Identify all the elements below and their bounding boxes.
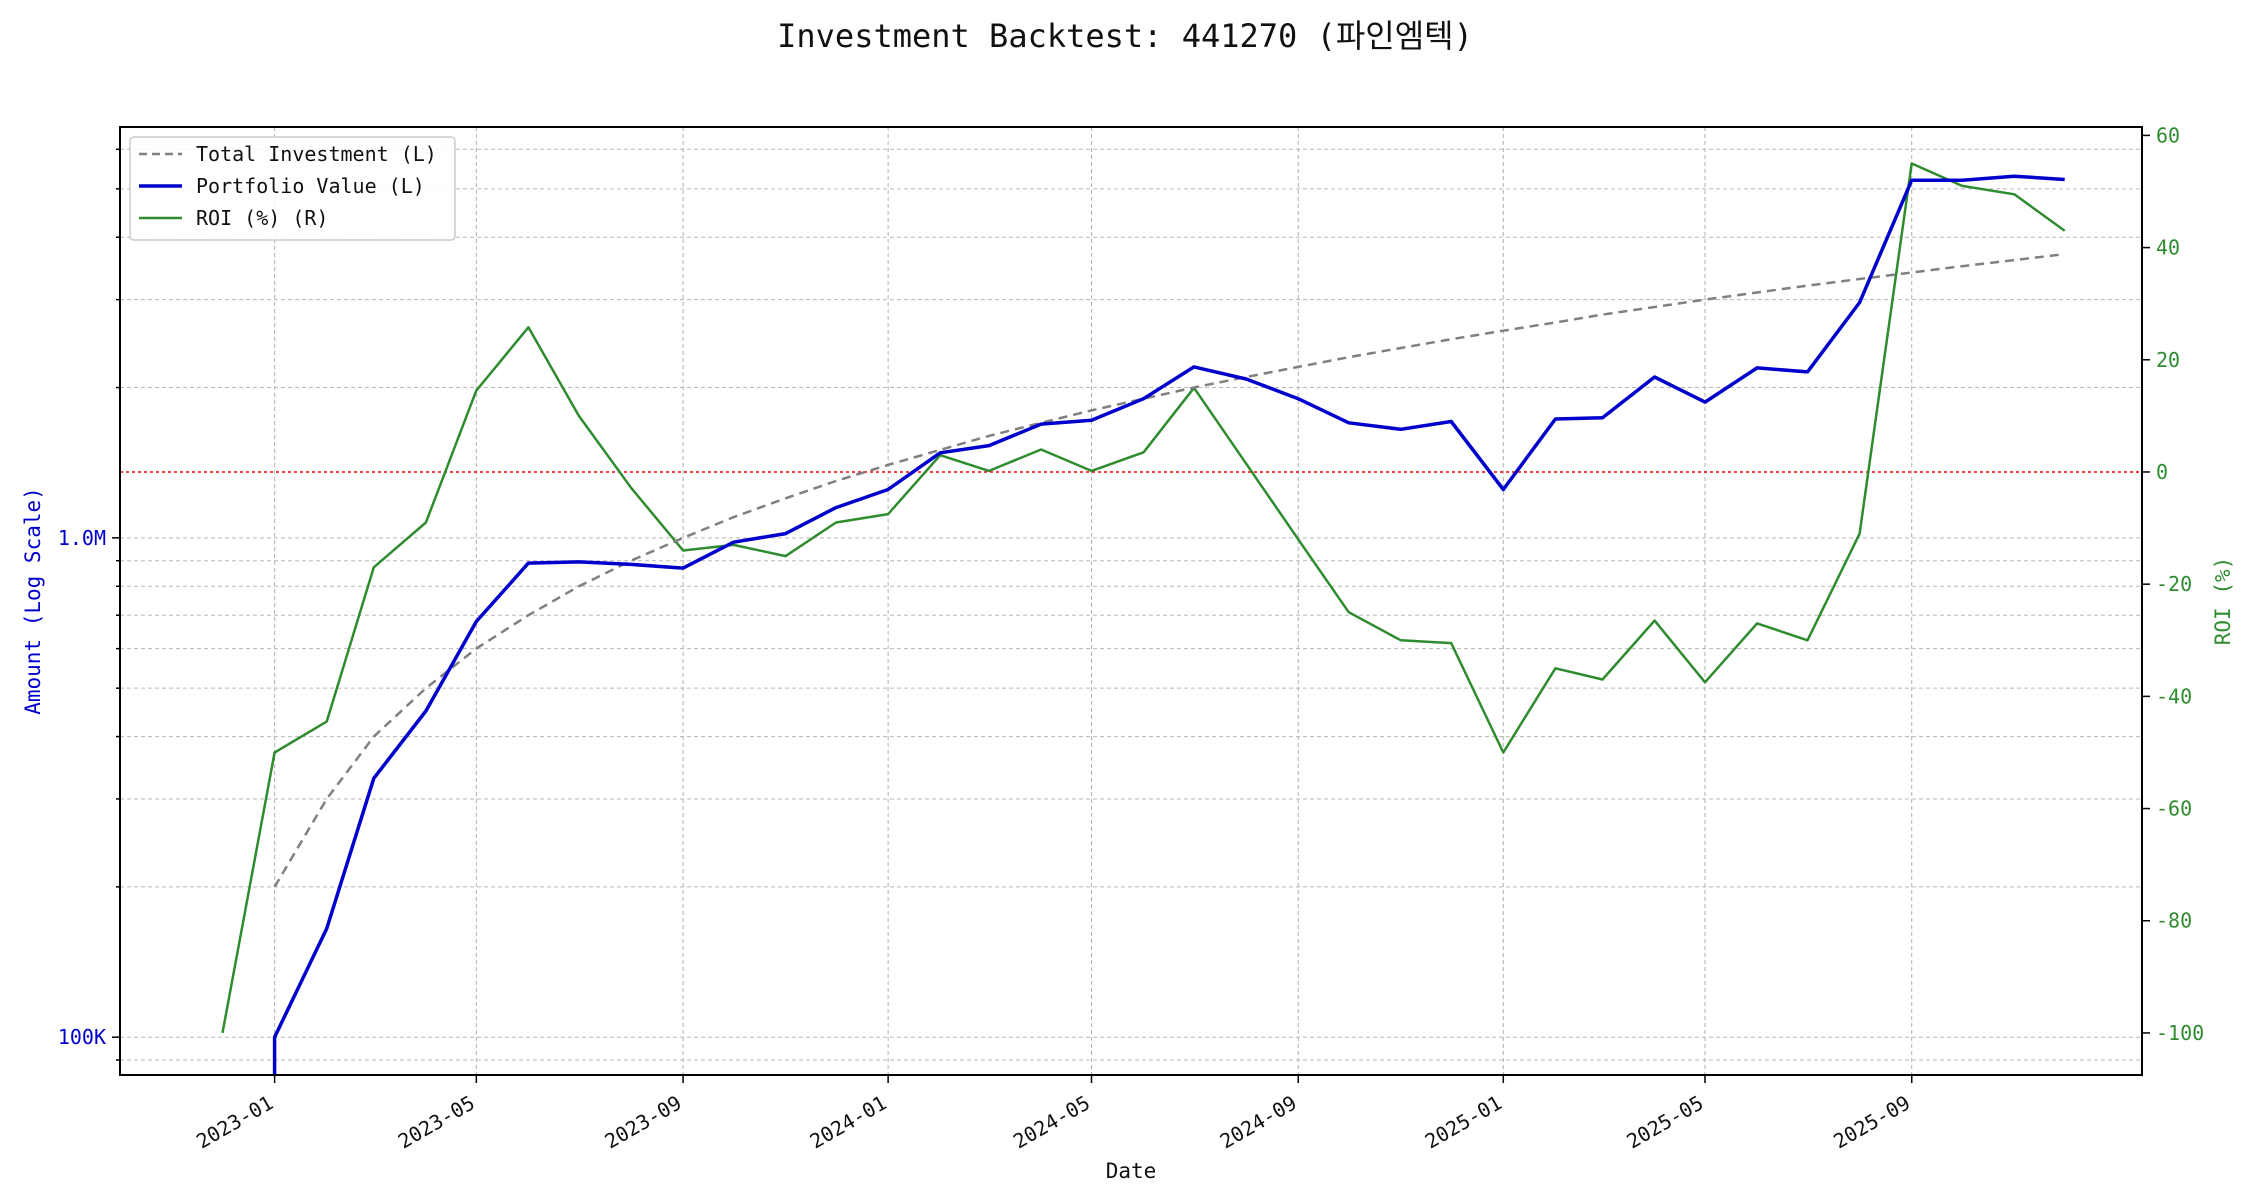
right-axis-label: ROI (%)	[2211, 557, 2235, 646]
right-tick-label: -100	[2156, 1021, 2204, 1045]
x-axis-ticks: 2023-01 2023-05 2023-09 2024-01 2024-05 2024-…	[192, 1075, 1914, 1153]
right-tick-label: 60	[2156, 123, 2180, 147]
x-tick-label: 2025-01	[1421, 1091, 1506, 1154]
x-tick-label: 2024-01	[806, 1091, 891, 1154]
right-tick-label: 20	[2156, 348, 2180, 372]
legend: Total Investment (L) Portfolio Value (L)…	[129, 136, 456, 241]
left-axis-ticks: 100K 1.0M	[58, 148, 120, 1061]
x-tick-label: 2025-09	[1829, 1091, 1914, 1154]
x-tick-label: 2023-01	[192, 1091, 277, 1154]
left-tick-label: 1.0M	[58, 526, 106, 550]
x-tick-label: 2024-09	[1216, 1091, 1301, 1154]
x-tick-label: 2025-05	[1622, 1091, 1707, 1154]
x-axis-label: Date	[1106, 1159, 1157, 1183]
roi-line	[221, 162, 2066, 1034]
right-tick-label: -80	[2156, 909, 2192, 933]
legend-box	[129, 136, 456, 241]
legend-label-portfolio: Portfolio Value (L)	[196, 174, 425, 198]
series-layer	[221, 162, 2066, 1075]
right-tick-label: 0	[2156, 460, 2168, 484]
left-axis-label: Amount (Log Scale)	[21, 487, 45, 715]
right-tick-label: -60	[2156, 797, 2192, 821]
x-tick-label: 2024-05	[1009, 1091, 1094, 1154]
chart-title: Investment Backtest: 441270 (파인엠텍)	[777, 17, 1473, 55]
legend-label-roi: ROI (%) (R)	[196, 206, 328, 230]
right-axis-ticks: -100 -80 -60 -40 -20 0 20 40 60	[2142, 123, 2204, 1045]
plot-frame	[119, 126, 2143, 1076]
left-tick-label: 100K	[58, 1025, 106, 1049]
right-tick-label: 40	[2156, 236, 2180, 260]
right-tick-label: -40	[2156, 684, 2192, 708]
legend-label-investment: Total Investment (L)	[196, 142, 437, 166]
x-tick-label: 2023-09	[601, 1091, 686, 1154]
right-tick-label: -20	[2156, 572, 2192, 596]
x-tick-label: 2023-05	[394, 1091, 479, 1154]
portfolio-line	[272, 174, 2065, 1075]
grid-lines	[120, 127, 2142, 1075]
investment-line	[273, 252, 2065, 888]
